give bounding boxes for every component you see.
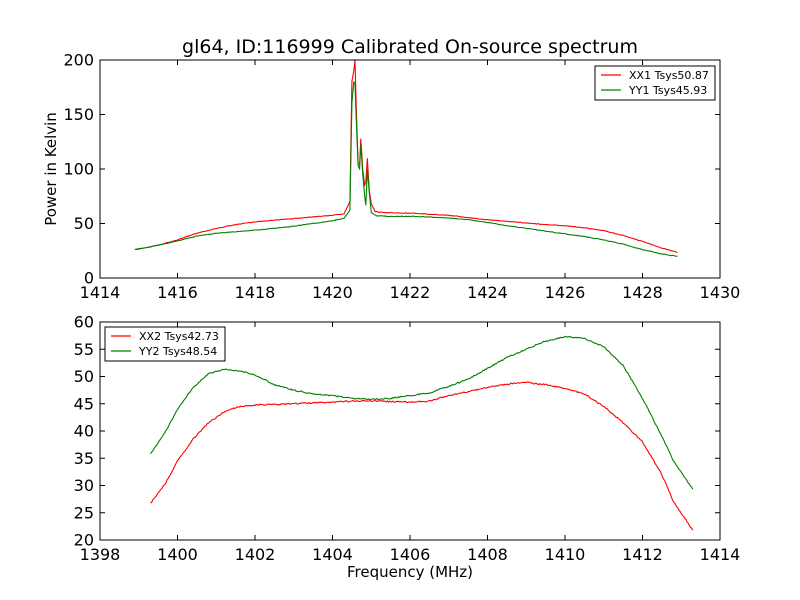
legend: XX2 Tsys42.73 YY2 Tsys48.54	[104, 326, 226, 362]
y-tick-label: 60	[74, 313, 94, 332]
series-line-1	[134, 60, 678, 253]
y-tick-label: 100	[63, 160, 94, 179]
y-tick-label: 0	[84, 269, 94, 288]
legend-entry: XX1 Tsys50.87	[629, 69, 709, 82]
x-tick-label: 1424	[467, 283, 508, 302]
x-tick-label: 1398	[80, 545, 121, 564]
x-tick-label: 1410	[545, 545, 586, 564]
x-tick-label: 1418	[235, 283, 276, 302]
x-tick-label: 1404	[312, 545, 353, 564]
bottom-x-axis-label: Frequency (MHz)	[347, 563, 473, 581]
x-tick-label: 1402	[235, 545, 276, 564]
y-tick-label: 200	[63, 51, 94, 70]
x-tick-label: 1406	[390, 545, 431, 564]
top-panel: 1414 1416 1418 1420 1422 1424 1426 1428 1430 0 50 1…	[63, 51, 740, 303]
legend-box	[594, 65, 716, 101]
x-tick-label: 1408	[467, 545, 508, 564]
x-tick-label: 1430	[700, 283, 741, 302]
legend-box	[104, 326, 226, 362]
y-tick-label: 20	[74, 531, 94, 550]
series-line-2	[134, 80, 678, 257]
y-tick-label: 150	[63, 105, 94, 124]
legend-entry: XX2 Tsys42.73	[139, 330, 219, 343]
legend-entry: YY2 Tsys48.54	[138, 345, 217, 358]
x-tick-label: 1422	[390, 283, 431, 302]
legend: XX1 Tsys50.87 YY1 Tsys45.93	[594, 65, 716, 101]
x-tick-label: 1400	[157, 545, 198, 564]
chart-title: gl64, ID:116999 Calibrated On-source spe…	[182, 36, 638, 58]
y-tick-label: 40	[74, 422, 94, 441]
series-line-1	[150, 381, 694, 531]
x-tick-label: 1416	[157, 283, 198, 302]
x-tick-label: 1412	[622, 545, 663, 564]
y-tick-label: 50	[74, 214, 94, 233]
bottom-panel: 1398 1400 1402 1404 1406 1408 1410 1412 1414 20 25…	[74, 313, 741, 565]
y-tick-label: 25	[74, 503, 94, 522]
legend-entry: YY1 Tsys45.93	[628, 84, 707, 97]
x-tick-label: 1420	[312, 283, 353, 302]
x-tick-label: 1428	[622, 283, 663, 302]
y-tick-label: 55	[74, 340, 94, 359]
x-tick-label: 1414	[700, 545, 741, 564]
top-y-axis-label: Power in Kelvin	[42, 112, 60, 226]
y-tick-label: 35	[74, 449, 94, 468]
series-line-2	[149, 335, 694, 490]
y-tick-label: 50	[74, 367, 94, 386]
x-tick-label: 1426	[545, 283, 586, 302]
x-tick-label: 1414	[80, 283, 121, 302]
y-tick-label: 30	[74, 476, 94, 495]
y-tick-label: 45	[74, 394, 94, 413]
